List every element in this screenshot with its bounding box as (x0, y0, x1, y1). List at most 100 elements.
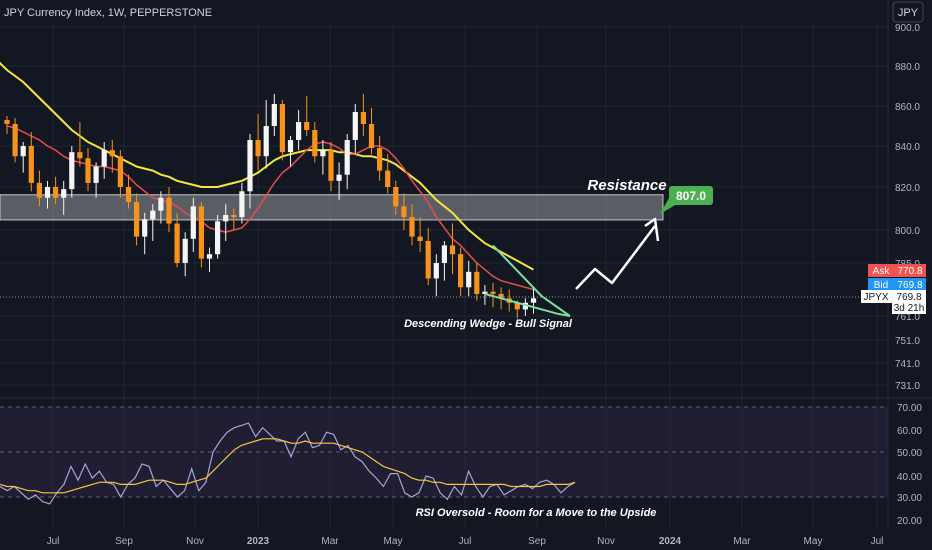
price-tick-label: 741.0 (895, 359, 920, 370)
candle (53, 176, 59, 205)
time-tick-label: May (804, 536, 823, 547)
candle (36, 170, 42, 207)
candle (12, 118, 18, 163)
candle (530, 287, 537, 314)
candle (150, 204, 156, 241)
annotations: Resistance 807.0 Descending Wedge - Bull S… (404, 177, 713, 519)
candle-body (44, 187, 51, 198)
time-tick-label: Sep (528, 536, 546, 547)
time-axis[interactable]: Jul Sep Nov 2023 Mar May Jul Sep Nov 2024 Mar May Ju… (47, 536, 884, 547)
candle-body (514, 302, 520, 310)
candle (174, 212, 180, 268)
candle (255, 114, 261, 171)
symbol-label: JPYX (863, 292, 888, 303)
candle-body (425, 241, 431, 279)
candle-body (393, 187, 399, 207)
currency-button-label[interactable]: JPY (898, 7, 919, 19)
candle (401, 193, 407, 230)
rsi-note: RSI Oversold - Room for a Move to the Up… (416, 507, 657, 519)
candle-body (231, 214, 237, 218)
candle-body (198, 206, 204, 259)
candle (312, 122, 318, 163)
candle-body (530, 298, 537, 303)
candle (239, 182, 245, 224)
candle-body (287, 140, 294, 153)
bid-value-box (894, 278, 926, 291)
candle (287, 136, 294, 167)
candle (223, 204, 229, 241)
candle (190, 197, 196, 252)
candle-body (125, 187, 132, 203)
candle-body (401, 206, 407, 218)
price-tick-label: 731.0 (895, 381, 920, 392)
rsi-line (0, 422, 576, 505)
wedge-label: Descending Wedge - Bull Signal (404, 318, 573, 330)
last-price-box (892, 290, 926, 314)
time-tick-label: May (384, 536, 403, 547)
ask-value: 770.8 (897, 266, 922, 277)
candle-body (441, 245, 447, 263)
rsi-tick-label: 60.00 (897, 426, 922, 437)
candle-body (385, 170, 391, 187)
candle-body (522, 302, 528, 310)
candle-body (61, 189, 67, 198)
candle-body (28, 146, 34, 183)
chart-title: JPY Currency Index, 1W, PEPPERSTONE (4, 7, 212, 19)
candle-body (85, 158, 91, 183)
candle-body (4, 120, 10, 124)
price-tick-label: 761.0 (895, 312, 920, 323)
candle (458, 247, 464, 297)
candle (158, 191, 164, 224)
resistance-value-box (669, 186, 713, 205)
candle-body (490, 291, 496, 294)
candle-body (182, 238, 188, 263)
candle (77, 122, 83, 167)
bid-value: 769.8 (897, 280, 922, 291)
descending-wedge (484, 244, 571, 317)
candle (296, 110, 302, 151)
candle-body (215, 221, 221, 255)
candle-body (166, 197, 172, 224)
rsi-axis[interactable]: 70.00 60.00 50.00 40.00 30.00 20.00 (897, 403, 922, 527)
candle (231, 208, 237, 230)
candle-body (12, 124, 18, 157)
candle-body (77, 152, 83, 159)
candle (474, 263, 480, 301)
candle (271, 94, 277, 136)
candle (247, 134, 253, 209)
currency-button[interactable]: JPY (892, 1, 924, 23)
resistance-zone (0, 194, 664, 221)
candle (263, 100, 269, 169)
bid-label-box (868, 278, 894, 291)
candle (417, 217, 423, 252)
candle (304, 96, 310, 136)
ask-label-box (868, 264, 894, 277)
candle (522, 298, 528, 316)
candle (385, 154, 391, 194)
ask-value-box (894, 264, 926, 277)
candle-body (328, 150, 334, 181)
candle-body (53, 187, 59, 198)
candle (368, 108, 375, 155)
candle (198, 202, 204, 268)
projection-arrowhead (644, 217, 660, 242)
candle-body (239, 191, 245, 218)
currency-button-frame[interactable] (892, 1, 924, 23)
rsi-signal-line (0, 438, 576, 494)
candle-body (320, 150, 326, 157)
candle-body (368, 124, 375, 149)
candle (117, 150, 123, 198)
candle-body (352, 112, 358, 140)
time-tick-label: Nov (186, 536, 204, 547)
candle-body (101, 150, 107, 167)
candle (85, 148, 91, 192)
candle (449, 223, 456, 275)
candle-body (150, 210, 156, 220)
time-tick-label: Jul (47, 536, 60, 547)
bid-label: Bid (874, 280, 888, 291)
rsi-tick-label: 40.00 (897, 472, 922, 483)
candle-body (223, 214, 229, 222)
